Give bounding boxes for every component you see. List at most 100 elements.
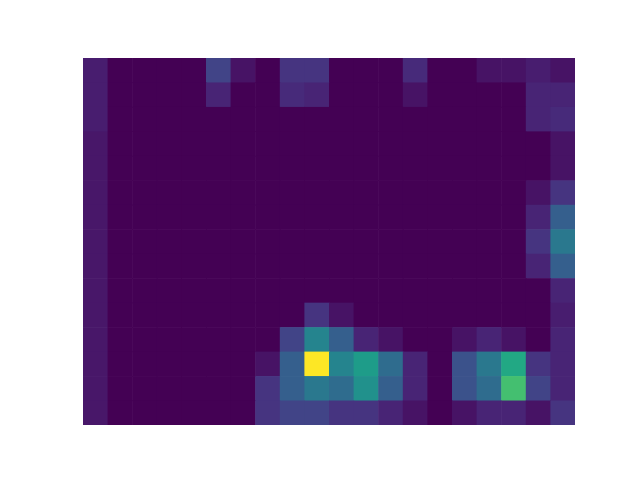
heatmap-cell	[231, 278, 256, 303]
heatmap-cell	[427, 58, 452, 83]
heatmap-cell	[427, 107, 452, 132]
heatmap-cell	[354, 401, 379, 425]
heatmap-cell	[526, 156, 551, 181]
heatmap-cell	[550, 278, 575, 303]
heatmap-cell	[206, 401, 231, 425]
heatmap-cell	[132, 401, 157, 425]
heatmap-cell	[304, 401, 329, 425]
heatmap-cell	[378, 376, 403, 401]
heatmap-cell	[280, 131, 305, 156]
heatmap-cell	[452, 401, 477, 425]
heatmap-cell	[206, 376, 231, 401]
heatmap-cell	[157, 58, 182, 83]
heatmap-cell	[231, 180, 256, 205]
heatmap-cell	[206, 229, 231, 254]
heatmap-cell	[157, 180, 182, 205]
heatmap-cell	[550, 82, 575, 107]
heatmap-cell	[108, 401, 133, 425]
heatmap-cell	[427, 180, 452, 205]
heatmap-cell	[378, 107, 403, 132]
heatmap-cell	[255, 401, 280, 425]
heatmap-cell	[108, 352, 133, 377]
heatmap-cell	[255, 376, 280, 401]
heatmap-cell	[181, 205, 206, 230]
heatmap-cell	[329, 205, 354, 230]
heatmap-cell	[304, 156, 329, 181]
heatmap-cell	[403, 58, 428, 83]
heatmap-cell	[206, 254, 231, 279]
heatmap-cell	[132, 376, 157, 401]
heatmap-cell	[452, 156, 477, 181]
heatmap-cell	[304, 352, 329, 377]
heatmap-cell	[526, 82, 551, 107]
heatmap-cell	[550, 205, 575, 230]
heatmap-cell	[255, 58, 280, 83]
heatmap-cell	[108, 107, 133, 132]
heatmap-cell	[329, 254, 354, 279]
heatmap-cell	[255, 303, 280, 328]
heatmap-cell	[206, 58, 231, 83]
heatmap-cell	[255, 156, 280, 181]
heatmap-cell	[255, 107, 280, 132]
heatmap-cell	[132, 58, 157, 83]
heatmap-cell	[280, 205, 305, 230]
heatmap-cell	[329, 229, 354, 254]
heatmap-cell	[304, 58, 329, 83]
heatmap-cell	[550, 327, 575, 352]
heatmap-cell	[83, 107, 108, 132]
heatmap-cell	[477, 303, 502, 328]
heatmap-cell	[477, 229, 502, 254]
heatmap-cell	[477, 82, 502, 107]
heatmap-cell	[280, 303, 305, 328]
heatmap-cell	[501, 254, 526, 279]
heatmap-cell	[403, 156, 428, 181]
heatmap-cell	[354, 107, 379, 132]
heatmap-cell	[427, 82, 452, 107]
heatmap-cell	[501, 352, 526, 377]
heatmap-cell	[83, 131, 108, 156]
heatmap-cell	[403, 107, 428, 132]
heatmap-cell	[280, 180, 305, 205]
heatmap-cell	[231, 376, 256, 401]
heatmap-cell	[477, 278, 502, 303]
heatmap-cell	[378, 229, 403, 254]
chart	[0, 0, 640, 480]
heatmap-cell	[304, 205, 329, 230]
heatmap-cell	[378, 180, 403, 205]
heatmap-cell	[501, 376, 526, 401]
heatmap-cell	[403, 327, 428, 352]
heatmap-cell	[329, 82, 354, 107]
heatmap-cell	[206, 156, 231, 181]
heatmap-cell	[231, 131, 256, 156]
heatmap-cell	[304, 107, 329, 132]
heatmap-cell	[181, 82, 206, 107]
heatmap-cell	[231, 327, 256, 352]
heatmap-cell	[403, 180, 428, 205]
heatmap-cell	[231, 156, 256, 181]
heatmap-cell	[378, 327, 403, 352]
heatmap-cell	[526, 352, 551, 377]
heatmap-cell	[231, 401, 256, 425]
heatmap-cell	[280, 278, 305, 303]
heatmap-cell	[181, 327, 206, 352]
heatmap-cell	[280, 254, 305, 279]
heatmap-cell	[452, 82, 477, 107]
heatmap-cell	[329, 131, 354, 156]
heatmap-cell	[132, 352, 157, 377]
heatmap-cell	[157, 352, 182, 377]
heatmap-cell	[181, 376, 206, 401]
heatmap-cell	[403, 303, 428, 328]
heatmap-cell	[427, 254, 452, 279]
heatmap-cell	[329, 156, 354, 181]
heatmap-cell	[477, 107, 502, 132]
heatmap-cell	[501, 156, 526, 181]
heatmap-cell	[526, 254, 551, 279]
heatmap-cell	[83, 278, 108, 303]
heatmap-cell	[206, 278, 231, 303]
heatmap-cell	[304, 303, 329, 328]
heatmap-cell	[526, 229, 551, 254]
heatmap-cell	[83, 205, 108, 230]
heatmap-cell	[501, 278, 526, 303]
heatmap-cell	[378, 131, 403, 156]
heatmap-cell	[83, 58, 108, 83]
